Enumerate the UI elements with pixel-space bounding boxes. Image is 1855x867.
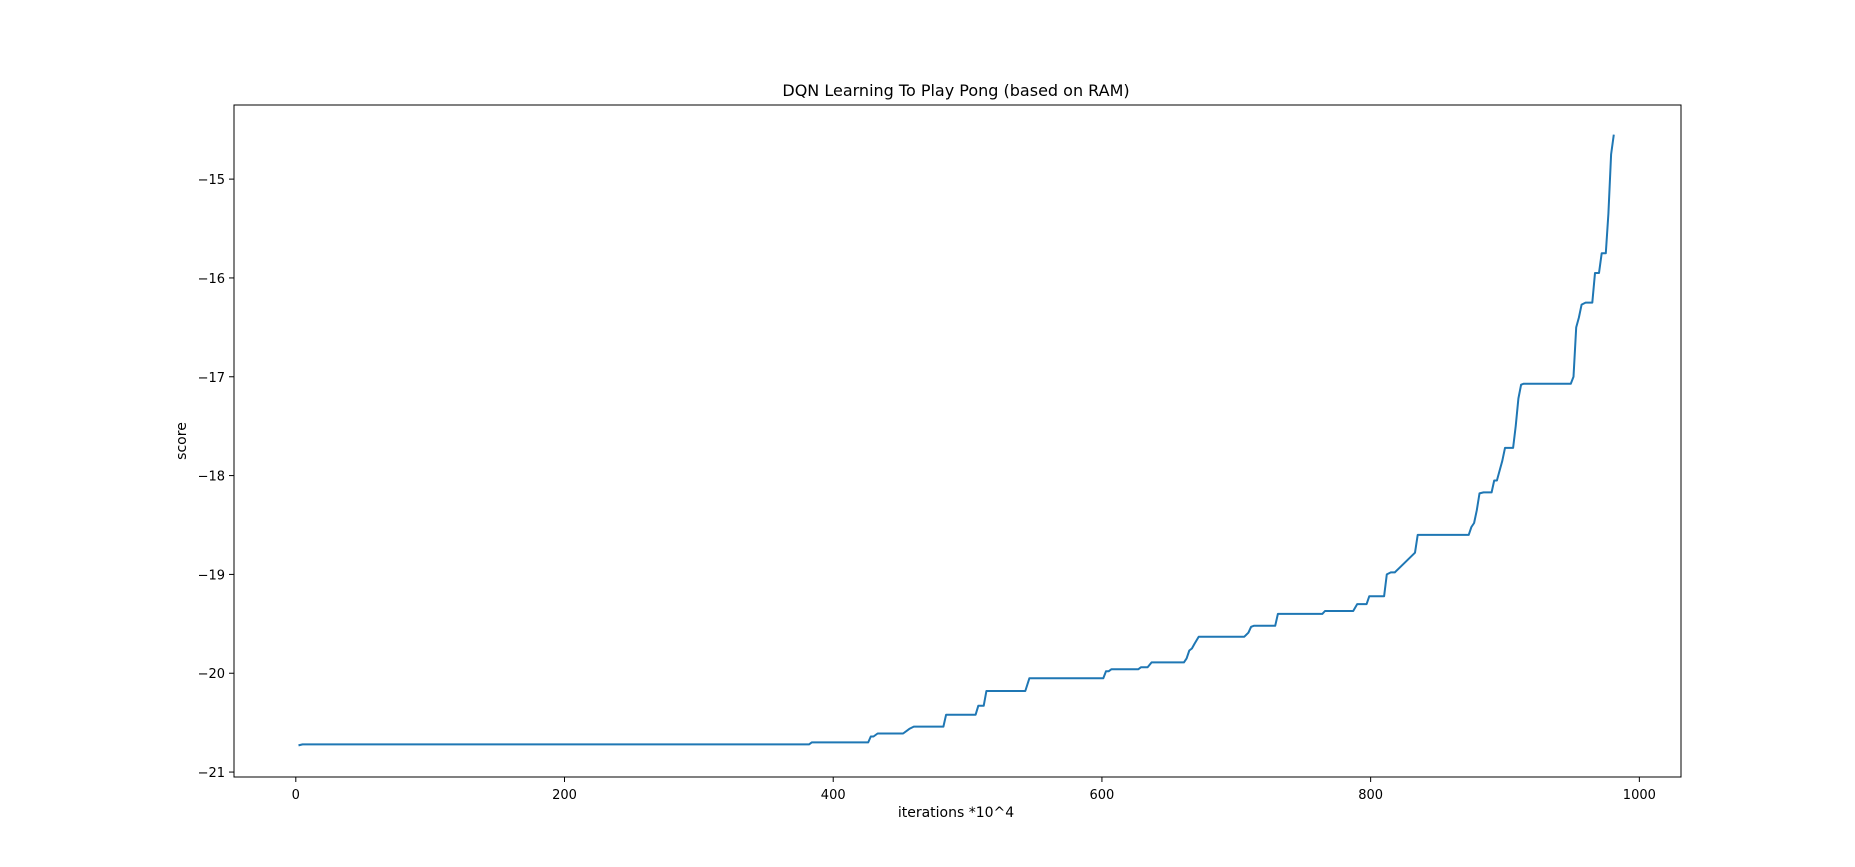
chart-title: DQN Learning To Play Pong (based on RAM) bbox=[782, 81, 1129, 100]
x-axis: 0 200 400 600 800 1000 bbox=[292, 777, 1656, 803]
plot-area: 0 200 400 600 800 1000 −21 −20 −19 −18 −17 −16 −15 bbox=[198, 104, 1682, 803]
y-tick-label: −16 bbox=[198, 272, 225, 287]
y-axis: −21 −20 −19 −18 −17 −16 −15 bbox=[198, 173, 234, 781]
x-axis-label: iterations *10^4 bbox=[898, 805, 1014, 821]
x-tick-label: 200 bbox=[552, 788, 577, 803]
x-tick-label: 400 bbox=[821, 788, 846, 803]
x-tick-label: 600 bbox=[1090, 788, 1115, 803]
x-tick-label: 800 bbox=[1358, 788, 1383, 803]
y-tick-label: −21 bbox=[198, 766, 225, 781]
y-tick-label: −20 bbox=[198, 667, 225, 682]
x-tick-label: 0 bbox=[292, 788, 300, 803]
y-tick-label: −17 bbox=[198, 371, 225, 386]
y-tick-label: −19 bbox=[198, 568, 225, 583]
score-series-line bbox=[298, 134, 1615, 747]
y-tick-label: −18 bbox=[198, 470, 225, 485]
y-axis-label: score bbox=[174, 422, 190, 460]
y-tick-label: −15 bbox=[198, 173, 225, 188]
x-tick-label: 1000 bbox=[1623, 788, 1656, 803]
axes-frame bbox=[233, 104, 1682, 778]
